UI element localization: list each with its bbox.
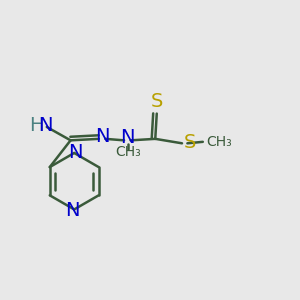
Text: H: H — [29, 116, 44, 135]
Text: N: N — [65, 200, 80, 220]
Text: S: S — [151, 92, 163, 111]
Text: N: N — [95, 127, 110, 146]
Text: CH₃: CH₃ — [206, 135, 232, 149]
Text: S: S — [184, 133, 196, 152]
Text: CH₃: CH₃ — [115, 145, 140, 159]
Text: N: N — [38, 116, 53, 135]
Text: N: N — [68, 143, 83, 162]
Text: N: N — [120, 128, 135, 148]
